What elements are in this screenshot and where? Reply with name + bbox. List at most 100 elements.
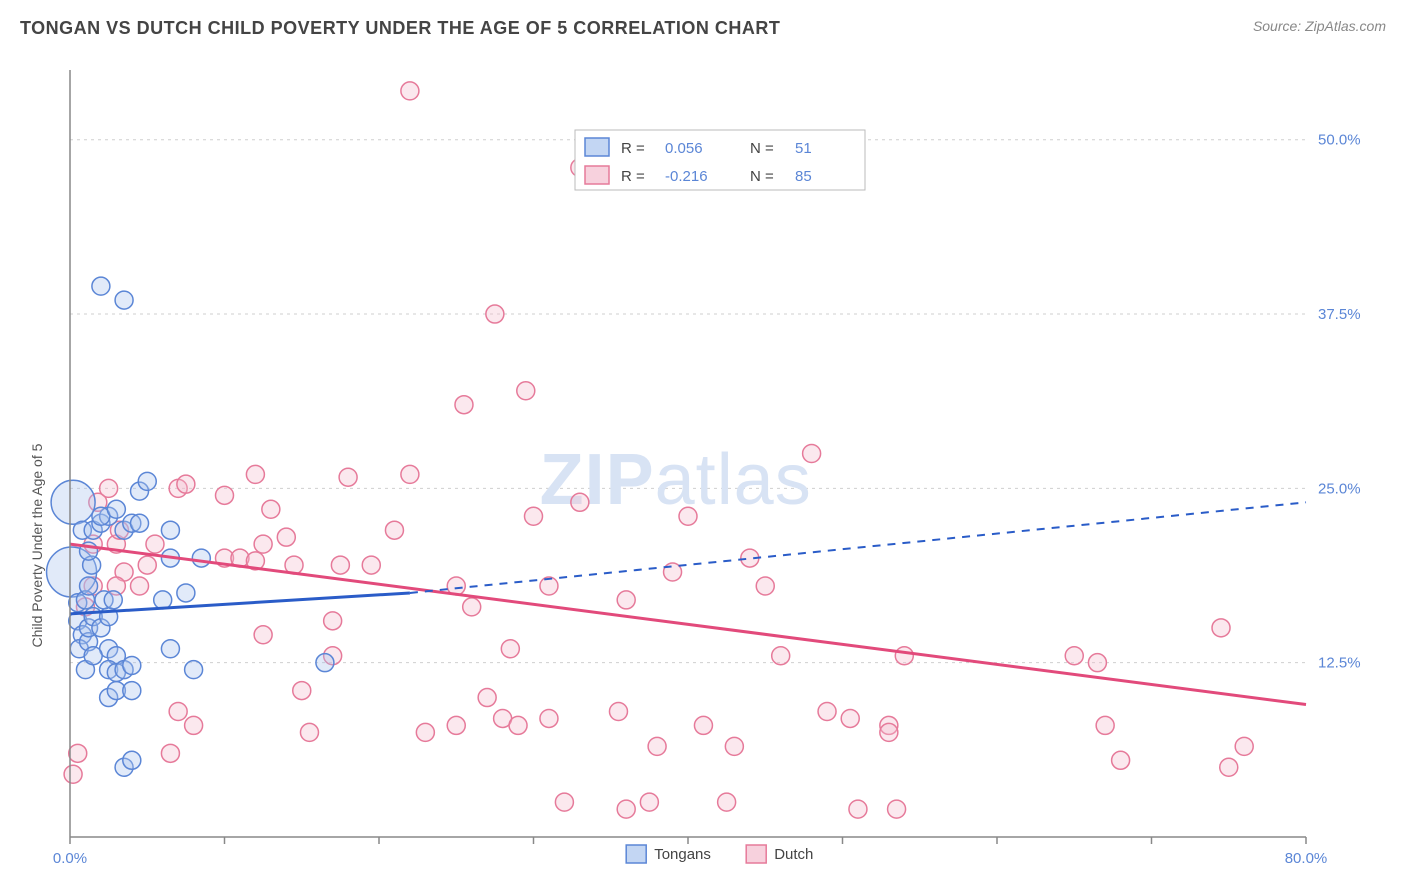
- point-dutch: [131, 577, 149, 595]
- point-tongans: [161, 521, 179, 539]
- point-dutch: [100, 479, 118, 497]
- legend-r-value: -0.216: [665, 168, 708, 185]
- point-tongans: [80, 577, 98, 595]
- point-dutch: [447, 716, 465, 734]
- chart: ZIPatlas0.0%80.0%12.5%25.0%37.5%50.0%Chi…: [20, 60, 1386, 882]
- point-dutch: [331, 556, 349, 574]
- bottom-legend-swatch: [746, 845, 766, 863]
- point-dutch: [362, 556, 380, 574]
- point-tongans: [51, 480, 95, 524]
- legend-r-label: R =: [621, 140, 645, 157]
- point-dutch: [254, 535, 272, 553]
- bottom-legend: Tongans Dutch: [626, 845, 813, 863]
- legend-n-label: N =: [750, 140, 774, 157]
- point-dutch: [617, 591, 635, 609]
- point-dutch: [262, 500, 280, 518]
- point-dutch: [1235, 737, 1253, 755]
- point-dutch: [609, 702, 627, 720]
- point-dutch: [385, 521, 403, 539]
- point-dutch: [895, 647, 913, 665]
- point-dutch: [69, 744, 87, 762]
- point-dutch: [401, 82, 419, 100]
- point-dutch: [555, 793, 573, 811]
- point-dutch: [169, 702, 187, 720]
- point-dutch: [648, 737, 666, 755]
- point-dutch: [1212, 619, 1230, 637]
- legend-swatch: [585, 138, 609, 156]
- point-dutch: [161, 744, 179, 762]
- point-dutch: [64, 765, 82, 783]
- point-tongans: [177, 584, 195, 602]
- point-dutch: [1112, 751, 1130, 769]
- stats-legend-box: [575, 130, 865, 190]
- point-dutch: [525, 507, 543, 525]
- point-dutch: [1088, 654, 1106, 672]
- point-dutch: [880, 723, 898, 741]
- stats-legend: R =0.056N =51R =-0.216N =85: [575, 130, 865, 190]
- point-tongans: [185, 661, 203, 679]
- point-dutch: [679, 507, 697, 525]
- point-dutch: [803, 445, 821, 463]
- point-dutch: [571, 493, 589, 511]
- legend-r-label: R =: [621, 168, 645, 185]
- legend-swatch: [585, 166, 609, 184]
- y-axis-label: Child Poverty Under the Age of 5: [29, 443, 45, 647]
- point-tongans: [316, 654, 334, 672]
- chart-title: TONGAN VS DUTCH CHILD POVERTY UNDER THE …: [20, 18, 780, 38]
- correlation-scatter-chart: ZIPatlas0.0%80.0%12.5%25.0%37.5%50.0%Chi…: [20, 60, 1386, 882]
- point-dutch: [756, 577, 774, 595]
- point-dutch: [501, 640, 519, 658]
- chart-header: TONGAN VS DUTCH CHILD POVERTY UNDER THE …: [20, 18, 1386, 48]
- source: Source: ZipAtlas.com: [1253, 18, 1386, 34]
- point-dutch: [146, 535, 164, 553]
- point-dutch: [339, 468, 357, 486]
- x-tick-label: 0.0%: [53, 850, 87, 867]
- point-tongans: [161, 640, 179, 658]
- point-dutch: [277, 528, 295, 546]
- point-tongans: [154, 591, 172, 609]
- legend-r-value: 0.056: [665, 140, 703, 157]
- point-dutch: [694, 716, 712, 734]
- point-dutch: [509, 716, 527, 734]
- point-tongans: [84, 647, 102, 665]
- legend-n-value: 51: [795, 140, 812, 157]
- point-dutch: [177, 475, 195, 493]
- point-tongans: [115, 291, 133, 309]
- point-dutch: [293, 682, 311, 700]
- point-dutch: [1220, 758, 1238, 776]
- x-tick-label: 80.0%: [1285, 850, 1328, 867]
- point-dutch: [486, 305, 504, 323]
- point-dutch: [640, 793, 658, 811]
- point-tongans: [104, 591, 122, 609]
- point-dutch: [725, 737, 743, 755]
- point-tongans: [123, 682, 141, 700]
- point-dutch: [888, 800, 906, 818]
- legend-n-label: N =: [750, 168, 774, 185]
- source-name: ZipAtlas.com: [1305, 18, 1386, 34]
- y-tick-label: 25.0%: [1318, 480, 1361, 497]
- point-dutch: [463, 598, 481, 616]
- point-tongans: [131, 514, 149, 532]
- point-dutch: [772, 647, 790, 665]
- point-dutch: [216, 486, 234, 504]
- point-tongans: [107, 500, 125, 518]
- point-dutch: [517, 382, 535, 400]
- point-dutch: [300, 723, 318, 741]
- bottom-legend-label: Dutch: [774, 846, 813, 863]
- trendline-dutch: [70, 544, 1306, 704]
- point-dutch: [617, 800, 635, 818]
- point-tongans: [192, 549, 210, 567]
- point-dutch: [1096, 716, 1114, 734]
- point-dutch: [1065, 647, 1083, 665]
- point-dutch: [818, 702, 836, 720]
- y-tick-label: 37.5%: [1318, 306, 1361, 323]
- point-tongans: [92, 277, 110, 295]
- point-dutch: [324, 612, 342, 630]
- series-tongans: [47, 277, 334, 776]
- point-tongans: [123, 751, 141, 769]
- point-dutch: [478, 689, 496, 707]
- point-dutch: [455, 396, 473, 414]
- point-dutch: [416, 723, 434, 741]
- point-tongans: [123, 656, 141, 674]
- bottom-legend-label: Tongans: [654, 846, 711, 863]
